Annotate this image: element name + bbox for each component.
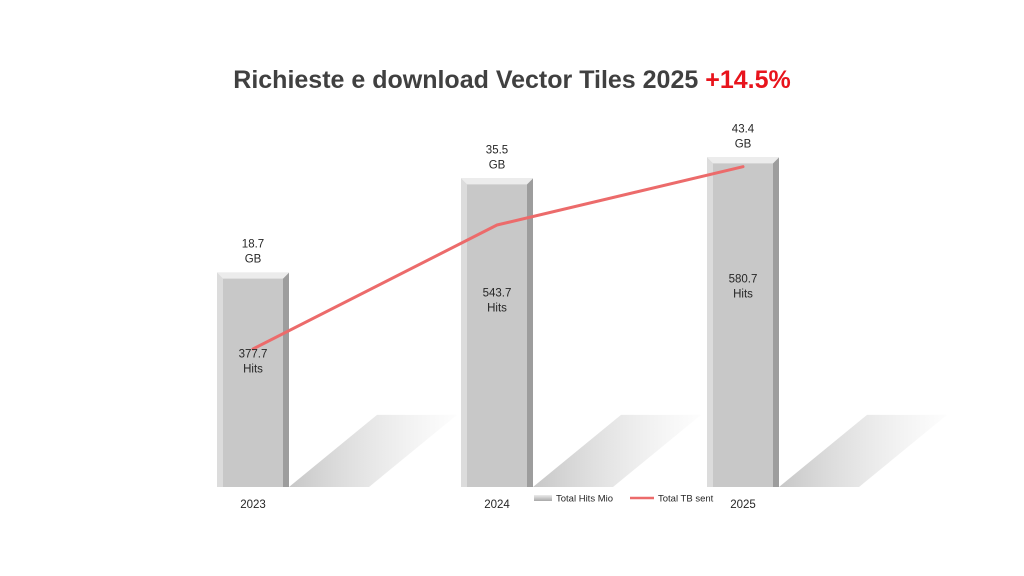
bar-bevel-top	[461, 178, 533, 185]
bar-bevel-right	[283, 272, 289, 487]
line-data-label: 43.4	[732, 123, 755, 135]
bar-bevel-left	[461, 178, 467, 487]
bar-front	[461, 178, 533, 487]
legend-item-total-hits: Total Hits Mio	[534, 494, 613, 505]
bar-data-label: Hits	[487, 302, 507, 314]
bar-data-label: 377.7	[239, 349, 268, 361]
bar-shadow	[779, 414, 947, 487]
bar-2024	[461, 178, 533, 487]
legend-item-total-tb: Total TB sent	[630, 494, 714, 505]
bar-data-label: Hits	[733, 289, 753, 301]
bar-bevel-right	[527, 178, 533, 487]
x-tick-label: 2023	[240, 499, 266, 511]
bar-bevel-left	[707, 157, 713, 488]
line-data-label: GB	[489, 159, 506, 171]
x-tick-label: 2024	[484, 499, 510, 511]
line-data-label: GB	[245, 254, 262, 266]
bar-2023	[217, 272, 289, 487]
chart-title: Richieste e download Vector Tiles 2025 +…	[0, 66, 1024, 95]
chart-title-growth: +14.5%	[705, 66, 791, 94]
legend-swatch-bar	[534, 495, 552, 501]
x-tick-label: 2025	[730, 499, 756, 511]
bar-bevel-top	[707, 157, 779, 164]
legend-label: Total Hits Mio	[556, 494, 613, 505]
bar-shadow	[289, 414, 457, 487]
bar-front	[217, 272, 289, 487]
line-series-total-tb-sent	[251, 165, 745, 351]
bar-data-label: 543.7	[483, 287, 512, 299]
chart-title-text: Richieste e download Vector Tiles 2025	[233, 66, 699, 94]
line-data-label: GB	[735, 138, 752, 150]
bar-bevel-top	[217, 272, 289, 279]
bar-bevel-right	[773, 157, 779, 488]
bar-data-label: Hits	[243, 364, 263, 376]
bar-bevel-left	[217, 272, 223, 487]
bar-data-label: 580.7	[729, 274, 758, 286]
line-data-label: 18.7	[242, 239, 264, 251]
line-data-label: 35.5	[486, 144, 508, 156]
bar-shadow	[533, 414, 701, 487]
legend-label: Total TB sent	[658, 494, 714, 505]
bar-2025	[707, 157, 779, 488]
bar-front	[707, 157, 779, 488]
